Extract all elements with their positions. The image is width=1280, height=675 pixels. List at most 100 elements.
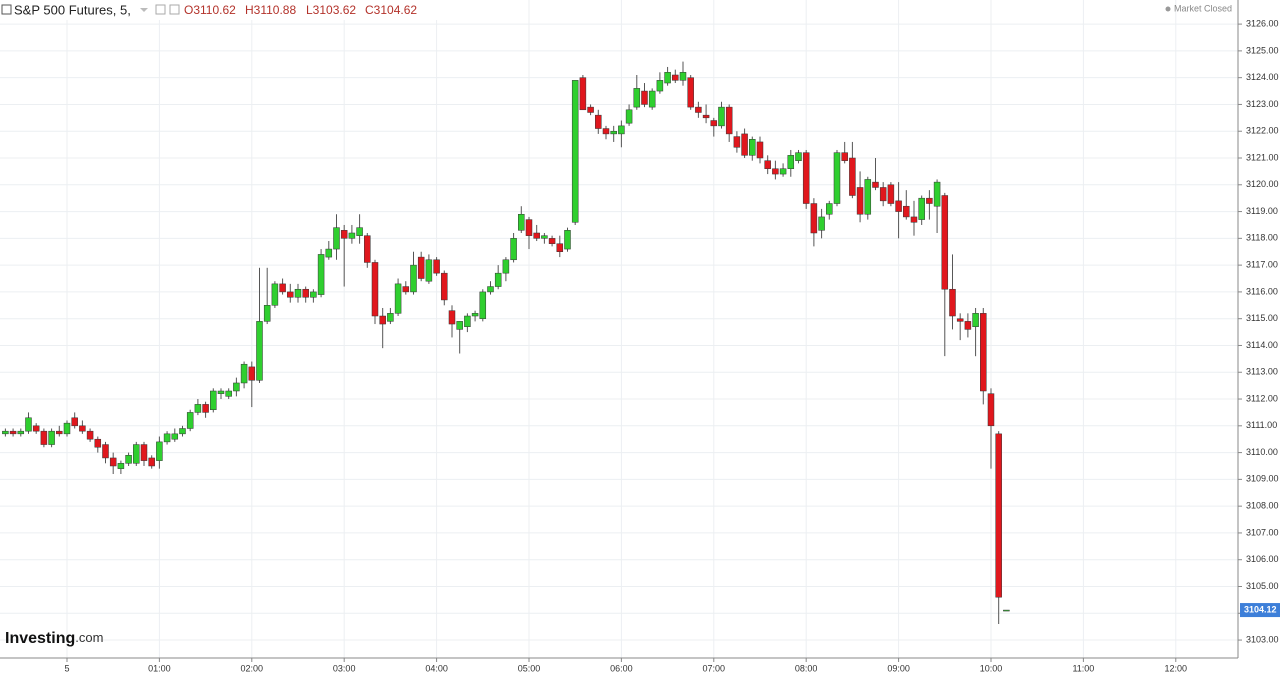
y-tick-label: 3105.00 [1246,581,1279,591]
header-bg [0,0,520,20]
y-tick-label: 3120.00 [1246,179,1279,189]
candle-body [448,310,456,325]
last-price-label: 3104.12 [1244,604,1277,614]
candle-body [394,283,402,314]
candle-body [25,417,32,432]
candle-body [302,288,309,298]
x-tick-label: 12:00 [1165,663,1188,673]
y-tick-label: 3124.00 [1246,72,1279,82]
candle-body [186,412,194,429]
candle-body [387,313,394,322]
candle-body [895,200,902,212]
x-tick-label: 02:00 [241,663,264,673]
candle-body [610,130,617,135]
candle-body [656,80,664,92]
logo-suffix: .com [75,630,103,645]
candle-body [171,433,179,440]
candle-body [456,321,463,330]
x-tick-label: 04:00 [425,663,448,673]
candle-body [79,425,86,432]
candles [2,61,1010,624]
candle-body [702,114,710,119]
candle-body [179,428,186,435]
candle-body [633,88,641,108]
candle-body [518,213,525,231]
candle-body [926,197,933,204]
candle-body [941,195,949,290]
candle-body [48,430,55,445]
y-tick-label: 3109.00 [1246,474,1279,484]
candle-body [510,238,517,261]
y-tick-label: 3108.00 [1246,501,1279,511]
y-tick-label: 3113.00 [1246,367,1278,377]
candle-body [287,291,294,298]
candle-body [441,272,448,301]
candle-body [317,254,325,295]
candle-body [433,259,440,274]
candle-body [464,315,471,327]
candle-body [795,152,802,161]
candle-body [240,363,248,384]
logo: Investing.com [5,630,103,647]
x-tick-label: 11:00 [1072,663,1094,673]
candle-body [333,227,340,250]
candle-body [86,430,94,440]
candle-body [310,291,317,298]
candle-body [956,318,964,322]
candle-body [248,366,256,381]
grid [0,0,1238,658]
candle-body [364,235,371,263]
candle-body [710,120,718,127]
settings-icon [155,4,166,15]
candle-body [964,321,972,330]
candle-body [818,216,825,231]
candle-body [995,433,1002,598]
candle-body [779,168,787,175]
candle-body [664,72,671,84]
y-tick-label: 3115.00 [1246,313,1278,323]
candle-body [263,305,271,322]
y-tick-label: 3112.00 [1246,393,1278,403]
candle-body [933,181,941,207]
y-tick-label: 3125.00 [1246,45,1279,55]
candle-body [618,125,625,135]
candle-body [672,74,679,81]
candle-body [987,393,995,427]
candle-body [348,232,356,239]
x-tick-label: 05:00 [518,663,541,673]
candle-body [417,256,425,279]
candle-body [641,90,648,105]
candle-body [9,430,17,435]
y-tick-label: 3114.00 [1246,340,1278,350]
candle-body [887,184,895,204]
status-dot [1165,6,1171,12]
candle-body [471,313,479,317]
candle-body [949,288,956,317]
candle-body [695,106,702,113]
chart-title: S&P 500 Futures, 5, [14,2,131,17]
last-price-box [1240,603,1280,618]
candle-body [502,259,510,274]
candle-body [787,155,795,169]
candle-body [541,235,548,239]
candle-body [687,77,694,108]
candle-body [579,77,587,111]
candle-body [802,152,810,204]
candle-body [371,262,379,317]
candle-body [163,433,171,443]
candle-body [772,168,779,175]
x-tick-label: 5 [64,663,69,673]
candle-body [71,417,78,427]
candle-body [910,216,918,223]
candle-body [379,315,386,325]
candle-body [918,197,925,220]
candle-body [63,422,71,435]
candle-body [679,72,687,81]
candle-body [587,106,594,113]
candle-body [340,230,348,239]
candle-body [849,157,856,196]
candle-body [102,444,109,459]
candle-body [410,264,417,293]
candle-body [864,179,872,215]
x-tick-label: 06:00 [610,663,633,673]
